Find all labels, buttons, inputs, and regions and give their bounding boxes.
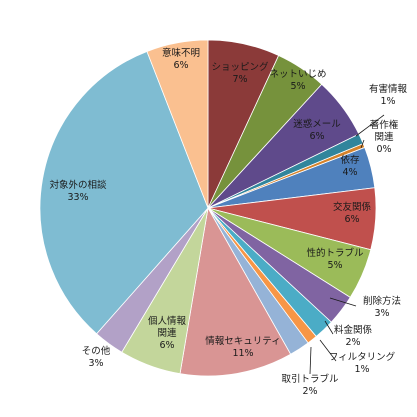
slice-label: 料金関係 2%	[334, 324, 373, 348]
slice-label: 削除方法 3%	[363, 295, 401, 319]
slice-label: ショッピング 7%	[211, 61, 269, 85]
slice-label: 迷惑メール 6%	[293, 118, 341, 142]
leader-line	[324, 320, 334, 335]
slice-label: 交友関係 6%	[333, 201, 372, 225]
slice-label: 取引トラブル 2%	[281, 373, 339, 397]
leader-line	[360, 139, 365, 149]
pie-slice	[39, 50, 209, 335]
leader-line	[319, 339, 337, 362]
slice-label: その他 3%	[82, 345, 111, 369]
slice-label: 対象外の相談 33%	[49, 179, 107, 203]
leader-line	[329, 297, 357, 307]
slice-label: 個人情報関連 6%	[148, 315, 187, 351]
slice-label: フィルタリング 1%	[329, 351, 396, 375]
slice-label: 情報セキュリティ 11%	[205, 335, 280, 359]
slice-label: ネットいじめ 5%	[269, 69, 326, 92]
leader-line	[355, 114, 385, 137]
slice-label: 性的トラブル 5%	[306, 247, 364, 271]
slice-label: 著作権関連 0%	[370, 119, 399, 155]
slice-label: 有害情報 1%	[369, 83, 408, 107]
pie-slice	[179, 206, 292, 377]
slice-label: 依存 4%	[340, 154, 360, 178]
pie-slice	[146, 39, 209, 209]
leader-line	[309, 346, 312, 375]
slice-label: 意味不明 6%	[162, 47, 200, 71]
